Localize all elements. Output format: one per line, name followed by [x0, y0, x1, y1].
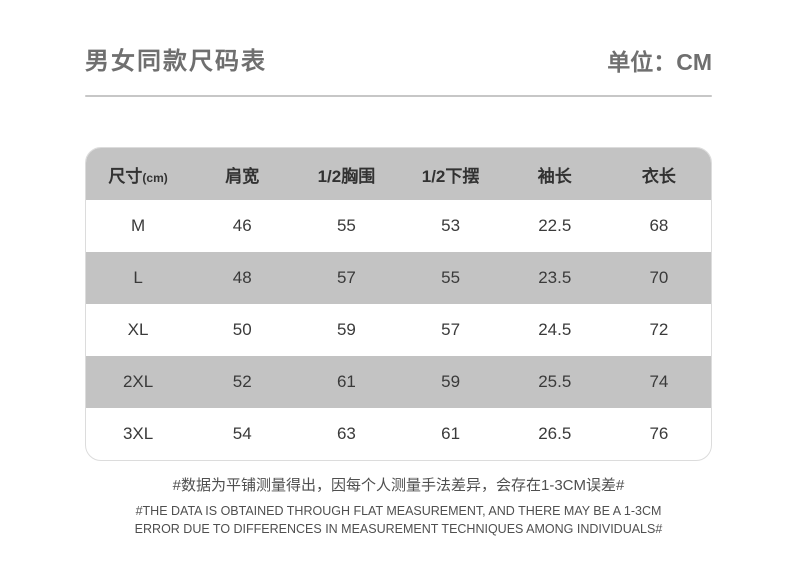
page-title: 男女同款尺码表 [85, 48, 267, 75]
value-cell: 72 [649, 320, 669, 339]
value-cell: 61 [441, 424, 461, 443]
size-cell: XL [127, 320, 149, 339]
size-cell: 3XL [122, 424, 154, 443]
value-cell: 61 [336, 372, 356, 391]
note-english: #THE DATA IS OBTAINED THROUGH FLAT MEASU… [85, 502, 712, 538]
table-row: L 48 57 55 23.5 70 [86, 252, 711, 304]
value-cell: 50 [232, 320, 252, 339]
table-row: 3XL 54 63 61 26.5 76 [86, 408, 711, 460]
value-cell: 46 [232, 216, 252, 235]
header-size-main: 尺寸 [108, 166, 143, 186]
header-cell-shoulder: 肩宽 [225, 166, 260, 186]
table-row: M 46 55 53 22.5 68 [86, 200, 711, 252]
value-cell: 23.5 [538, 268, 572, 287]
value-cell: 52 [232, 372, 252, 391]
table-row: XL 50 59 57 24.5 72 [86, 304, 711, 356]
value-cell: 22.5 [538, 216, 572, 235]
value-cell: 55 [441, 268, 461, 287]
size-cell: 2XL [122, 372, 154, 391]
value-cell: 48 [232, 268, 252, 287]
header-cell-half-hem: 1/2下摆 [421, 166, 480, 186]
unit-label: 单位：CM [607, 49, 712, 75]
size-cell: M [130, 216, 146, 235]
title-divider [85, 95, 712, 97]
header-size-unit: (cm) [142, 170, 168, 185]
note-english-line1: #THE DATA IS OBTAINED THROUGH FLAT MEASU… [135, 504, 662, 518]
value-cell: 74 [649, 372, 669, 391]
size-cell: L [133, 268, 143, 287]
value-cell: 55 [336, 216, 356, 235]
value-cell: 76 [649, 424, 669, 443]
value-cell: 70 [649, 268, 669, 287]
value-cell: 53 [441, 216, 461, 235]
header-cell-half-chest: 1/2胸围 [317, 166, 376, 186]
measurement-notes: #数据为平铺测量得出，因每个人测量手法差异，会存在1-3CM误差# #THE D… [85, 475, 712, 538]
value-cell: 63 [336, 424, 356, 443]
value-cell: 54 [232, 424, 252, 443]
size-table: 尺寸(cm) 肩宽 1/2胸围 1/2下摆 袖长 衣长 M 46 55 53 2… [85, 147, 712, 461]
value-cell: 68 [649, 216, 669, 235]
value-cell: 59 [441, 372, 461, 391]
value-cell: 26.5 [538, 424, 572, 443]
header-cell-sleeve: 袖长 [537, 166, 572, 186]
value-cell: 59 [336, 320, 356, 339]
note-english-line2: ERROR DUE TO DIFFERENCES IN MEASUREMENT … [134, 522, 663, 536]
chart-header: 男女同款尺码表 单位：CM [85, 0, 712, 78]
header-cell-size: 尺寸(cm) [86, 162, 190, 187]
header-cell-length: 衣长 [641, 166, 676, 186]
value-cell: 57 [336, 268, 356, 287]
size-chart-section: 男女同款尺码表 单位：CM 尺寸(cm) 肩宽 1/2胸围 1/2下摆 袖长 衣… [85, 0, 712, 538]
table-row: 2XL 52 61 59 25.5 74 [86, 356, 711, 408]
value-cell: 25.5 [538, 372, 572, 391]
table-header-row: 尺寸(cm) 肩宽 1/2胸围 1/2下摆 袖长 衣长 [86, 148, 711, 200]
note-chinese: #数据为平铺测量得出，因每个人测量手法差异，会存在1-3CM误差# [172, 477, 625, 494]
value-cell: 57 [441, 320, 461, 339]
value-cell: 24.5 [538, 320, 572, 339]
